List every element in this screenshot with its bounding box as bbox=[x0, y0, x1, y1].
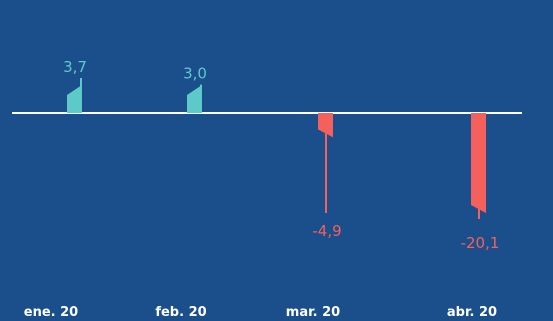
value-label-1: 3,0 bbox=[183, 65, 207, 83]
x-tick-label-0: ene. 20 bbox=[24, 305, 78, 320]
value-label-0: 3,7 bbox=[63, 58, 87, 76]
x-tick-label-3: abr. 20 bbox=[447, 305, 497, 320]
x-axis-ticks: ene. 20 feb. 20 mar. 20 abr. 20 bbox=[24, 305, 497, 320]
x-tick-label-1: feb. 20 bbox=[155, 305, 206, 320]
bar-0 bbox=[67, 85, 82, 113]
value-label-2: -4,9 bbox=[312, 222, 341, 240]
bar-3 bbox=[471, 113, 486, 213]
bars-group bbox=[67, 78, 486, 219]
x-tick-label-2: mar. 20 bbox=[286, 305, 340, 320]
value-label-3: -20,1 bbox=[461, 234, 500, 252]
value-labels-group: 3,7 3,0 -4,9 -20,1 bbox=[63, 58, 499, 252]
bar-1 bbox=[187, 85, 202, 113]
